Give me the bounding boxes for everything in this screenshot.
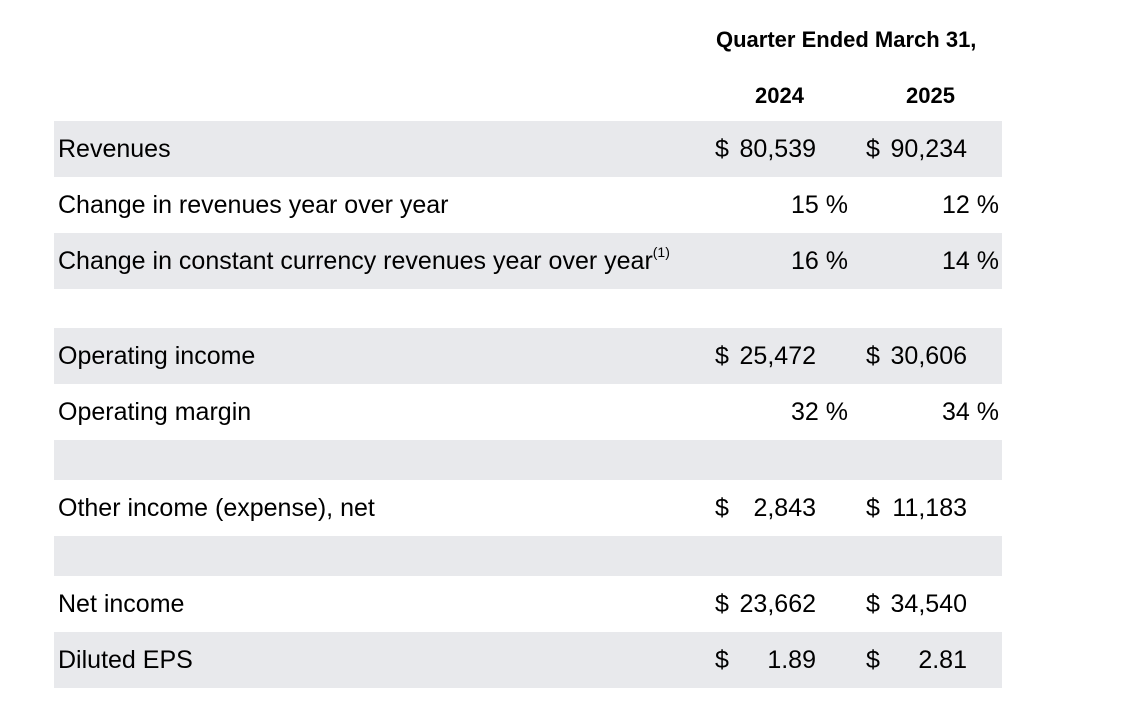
table-row: Operating income $25,472 $30,606: [54, 328, 1002, 384]
row-label-text: Operating income: [58, 342, 256, 370]
spacer-row: [54, 536, 1002, 576]
row-label-text: Operating margin: [58, 398, 252, 426]
percent-2024: 32 %: [791, 398, 848, 426]
table-row: Net income $23,662 $34,540: [54, 576, 1002, 632]
row-label-text: Revenues: [58, 135, 171, 163]
value-2025: 30,606: [890, 342, 967, 370]
table-row: Change in constant currency revenues yea…: [54, 233, 1002, 289]
row-label: Change in revenues year over year: [58, 177, 449, 233]
row-label-text: Diluted EPS: [58, 646, 193, 674]
row-label: Operating income: [58, 328, 255, 384]
table-row: Revenues $80,539 $90,234: [54, 121, 1002, 177]
row-label-text: Net income: [58, 590, 185, 618]
row-label: Change in constant currency revenues yea…: [58, 233, 670, 289]
value-2025: 11,183: [892, 494, 967, 522]
spacer-row: [54, 289, 1002, 328]
currency-symbol-2025: $: [866, 494, 880, 522]
spacer-row: [54, 440, 1002, 480]
value-2025: 90,234: [890, 135, 967, 163]
row-label: Diluted EPS: [58, 632, 193, 688]
row-label: Operating margin: [58, 384, 251, 440]
row-label-text: Change in constant currency revenues yea…: [58, 247, 653, 275]
value-2025: 2.81: [918, 646, 967, 674]
currency-symbol-2024: $: [715, 494, 729, 522]
currency-symbol-2024: $: [715, 135, 729, 163]
percent-2025: 12 %: [942, 191, 999, 219]
value-2025: 34,540: [890, 590, 967, 618]
currency-symbol-2025: $: [866, 342, 880, 370]
value-2024: 80,539: [739, 135, 816, 163]
year-header-2024: 2024: [755, 83, 804, 108]
footnote-marker: (1): [652, 244, 670, 260]
table-row: Change in revenues year over year 15 % 12 …: [54, 177, 1002, 233]
value-2024: 25,472: [739, 342, 816, 370]
currency-symbol-2024: $: [715, 342, 729, 370]
value-2024: 1.89: [767, 646, 816, 674]
currency-symbol-2024: $: [715, 590, 729, 618]
percent-2024: 15 %: [791, 191, 848, 219]
period-header: Quarter Ended March 31,: [716, 27, 977, 52]
percent-2024: 16 %: [791, 247, 848, 275]
value-2024: 23,662: [739, 590, 816, 618]
currency-symbol-2025: $: [866, 135, 880, 163]
percent-2025: 14 %: [942, 247, 999, 275]
row-label: Other income (expense), net: [58, 480, 375, 536]
table-row: Other income (expense), net $2,843 $11,183: [54, 480, 1002, 536]
year-header-2025: 2025: [906, 83, 955, 108]
row-label: Revenues: [58, 121, 171, 177]
table-row: Diluted EPS $1.89 $2.81: [54, 632, 1002, 688]
currency-symbol-2025: $: [866, 590, 880, 618]
currency-symbol-2024: $: [715, 646, 729, 674]
currency-symbol-2025: $: [866, 646, 880, 674]
table-row: Operating margin 32 % 34 %: [54, 384, 1002, 440]
row-label-text: Other income (expense), net: [58, 494, 375, 522]
row-label-text: Change in revenues year over year: [58, 191, 449, 219]
value-2024: 2,843: [753, 494, 816, 522]
percent-2025: 34 %: [942, 398, 999, 426]
row-label: Net income: [58, 576, 184, 632]
